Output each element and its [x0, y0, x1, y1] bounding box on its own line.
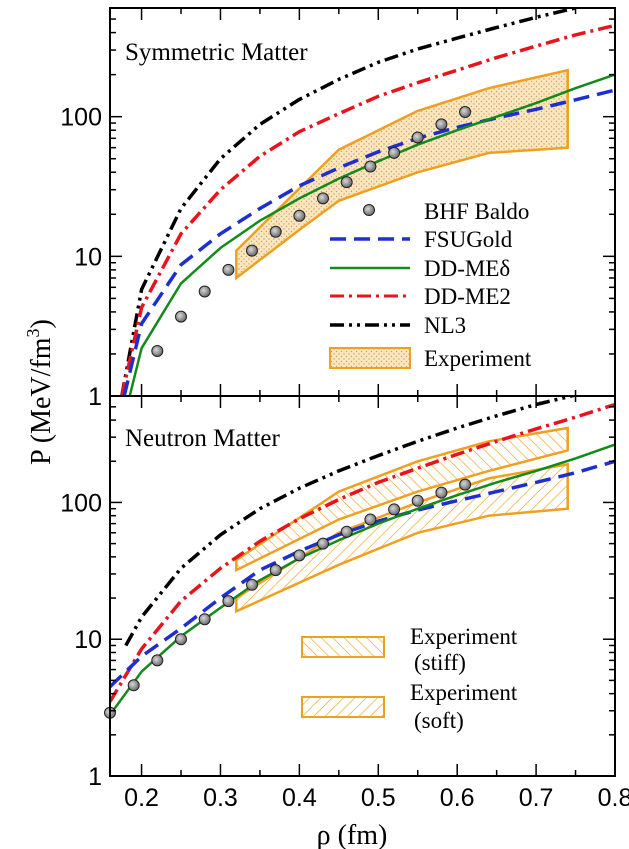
top-ytick-label: 1	[88, 383, 102, 411]
top-panel-title: Symmetric Matter	[125, 39, 308, 66]
legend-stiff-label-1: Experiment	[410, 624, 518, 649]
top-points	[151, 106, 472, 357]
top-point-bhf	[198, 285, 211, 298]
x-axis-title: ρ (fm)	[317, 820, 388, 849]
legend-bottom: Experiment (stiff) Experiment (soft)	[301, 624, 518, 733]
bottom-point-bhf	[435, 486, 448, 499]
bottom-series-ddmed	[110, 443, 615, 716]
y-axis-title-main: P (MeV/fm	[26, 337, 57, 465]
bottom-point-bhf	[340, 525, 353, 538]
xtick-label: 0.3	[203, 784, 238, 812]
bottom-point-bhf	[175, 633, 187, 646]
legend-soft-label-2: (soft)	[414, 708, 464, 733]
y-axis-title-close: )	[26, 319, 57, 328]
bottom-point-bhf	[151, 654, 164, 667]
bottom-point-bhf	[411, 494, 424, 507]
top-band-exp	[235, 68, 569, 281]
top-point-bhf	[364, 160, 377, 173]
top-ytick-label: 10	[74, 243, 102, 271]
bottom-series-nl3	[124, 396, 576, 647]
top-point-bhf	[459, 106, 472, 118]
bottom-point-bhf	[222, 595, 235, 608]
bottom-panel-title: Neutron Matter	[125, 425, 280, 452]
legend-bhf-label: BHF Baldo	[424, 199, 529, 224]
legend-ddme2-label: DD-ME2	[424, 284, 511, 309]
lines-layer	[110, 8, 615, 716]
bottom-frame	[109, 395, 616, 777]
top-series-nl3	[120, 8, 576, 396]
top-point-bhf	[246, 244, 258, 257]
legend-stiff-swatch	[301, 636, 385, 658]
y-axis-title-sup: 3	[23, 329, 43, 338]
top-point-bhf	[435, 118, 448, 131]
bottom-band-stiff	[235, 426, 569, 573]
bottom-point-bhf	[388, 503, 401, 516]
top-point-bhf	[175, 310, 187, 323]
xtick-label: 0.5	[361, 784, 396, 812]
bottom-point-bhf	[246, 578, 258, 591]
bottom-ytick-label: 100	[60, 489, 102, 517]
bottom-point-bhf	[459, 478, 472, 491]
bottom-series-fsu	[110, 459, 615, 688]
bottom-point-bhf	[127, 679, 140, 692]
legend-bhf-marker	[363, 204, 375, 216]
legend-nl3-label: NL3	[424, 313, 466, 338]
top-point-bhf	[317, 192, 329, 205]
xtick-label: 0.4	[282, 784, 317, 812]
bottom-point-bhf	[293, 549, 306, 562]
axes-layer: 1 10 100 1 10 100 0.2 0.3 0.4 0.5 0.6 0.7 0.8	[60, 7, 629, 812]
bottom-point-bhf	[269, 564, 282, 577]
top-point-bhf	[411, 131, 424, 144]
y-axis-title: P (MeV/fm3)	[23, 319, 57, 465]
legend-top: BHF Baldo FSUGold DD-MEδ DD-ME2 NL3 Expe…	[329, 199, 532, 371]
bottom-bands	[235, 426, 569, 614]
bottom-point-bhf	[317, 537, 329, 550]
legend-exp-swatch	[329, 347, 411, 369]
bottom-point-bhf	[364, 513, 377, 526]
points-layer	[104, 106, 472, 719]
top-series-ddme2	[120, 23, 615, 396]
top-point-bhf	[340, 176, 353, 189]
bottom-ytick-label: 10	[74, 626, 102, 654]
xtick-label: 0.6	[440, 784, 475, 812]
bottom-lines	[110, 396, 615, 716]
top-point-bhf	[269, 225, 282, 238]
top-series-fsu	[122, 88, 615, 396]
top-lines	[120, 8, 615, 396]
xtick-label: 0.7	[519, 784, 554, 812]
xtick-label: 0.2	[124, 784, 159, 812]
legend-stiff-label-2: (stiff)	[414, 650, 466, 675]
top-frame	[109, 7, 616, 397]
top-point-bhf	[388, 146, 401, 159]
legend-soft-label-1: Experiment	[410, 680, 518, 705]
top-series-ddmed	[128, 73, 615, 396]
bottom-series-ddme2	[110, 402, 615, 703]
legend-fsu-label: FSUGold	[424, 227, 513, 252]
top-point-bhf	[293, 209, 306, 222]
top-point-bhf	[151, 345, 164, 357]
legend-ddmed-label: DD-MEδ	[424, 256, 510, 281]
legend-exp-label: Experiment	[424, 346, 532, 371]
top-point-bhf	[222, 263, 235, 276]
top-ytick-label: 100	[60, 104, 102, 132]
bottom-points	[104, 478, 472, 719]
xtick-label: 0.8	[598, 784, 629, 812]
legend-soft-swatch	[301, 696, 385, 718]
bottom-point-bhf	[198, 613, 211, 626]
top-bands	[235, 68, 569, 281]
bottom-ytick-label: 1	[88, 763, 102, 791]
